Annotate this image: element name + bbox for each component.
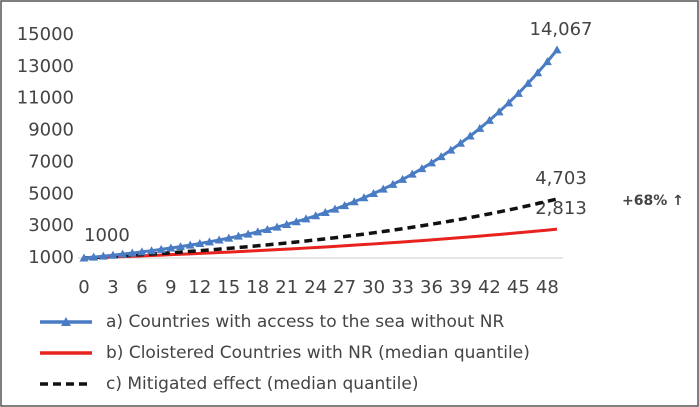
marker <box>484 115 494 124</box>
marker <box>185 240 195 249</box>
marker <box>214 235 224 244</box>
marker <box>118 249 128 258</box>
marker <box>262 225 272 234</box>
x-tick-label: 0 <box>78 277 89 298</box>
x-tick-label: 15 <box>217 277 240 298</box>
marker <box>465 131 475 140</box>
marker <box>176 242 186 251</box>
y-tick-label: 9000 <box>28 120 74 141</box>
marker <box>494 107 504 116</box>
marker <box>455 138 465 147</box>
annotation: +68% ↑ <box>622 193 684 209</box>
x-tick-label: 27 <box>333 277 356 298</box>
y-tick-label: 3000 <box>28 215 74 236</box>
x-tick-label: 36 <box>420 277 443 298</box>
marker <box>166 243 176 252</box>
x-tick-label: 6 <box>136 277 147 298</box>
marker <box>195 239 205 248</box>
marker <box>330 204 340 213</box>
marker <box>320 208 330 217</box>
y-tick-label: 11000 <box>17 88 74 109</box>
marker <box>398 174 408 183</box>
marker <box>349 197 359 206</box>
x-tick-label: 39 <box>449 277 472 298</box>
marker <box>79 253 89 262</box>
marker <box>542 57 552 66</box>
marker <box>272 222 282 231</box>
marker <box>523 78 533 87</box>
x-tick-label: 12 <box>188 277 211 298</box>
marker <box>156 244 166 253</box>
x-tick-label: 48 <box>536 277 559 298</box>
marker <box>137 247 147 256</box>
marker <box>388 179 398 188</box>
marker <box>301 214 311 223</box>
x-tick-label: 33 <box>391 277 414 298</box>
marker <box>446 145 456 154</box>
data-label: 14,067 <box>530 19 593 40</box>
marker <box>552 45 562 54</box>
y-tick-label: 13000 <box>17 56 74 77</box>
marker <box>513 88 523 97</box>
marker <box>253 227 263 236</box>
x-tick-label: 9 <box>165 277 176 298</box>
x-tick-label: 18 <box>246 277 269 298</box>
marker <box>98 251 108 260</box>
marker <box>147 246 157 255</box>
x-tick-label: 24 <box>304 277 327 298</box>
marker <box>369 189 379 198</box>
marker <box>407 169 417 178</box>
marker <box>204 237 214 246</box>
x-tick-label: 30 <box>362 277 385 298</box>
data-label: 2,813 <box>535 198 587 219</box>
marker <box>427 158 437 167</box>
x-tick-label: 42 <box>478 277 501 298</box>
data-label: 4,703 <box>535 168 587 189</box>
marker <box>291 217 301 226</box>
y-tick-label: 1000 <box>28 247 74 268</box>
data-label: 1000 <box>84 225 130 246</box>
marker <box>533 68 543 77</box>
marker <box>127 248 137 257</box>
marker <box>475 123 485 132</box>
marker <box>224 233 234 242</box>
marker <box>417 164 427 173</box>
marker <box>108 250 118 259</box>
marker <box>359 193 369 202</box>
x-tick-label: 45 <box>507 277 530 298</box>
marker <box>282 219 292 228</box>
legend-label: c) Mitigated effect (median quantile) <box>106 374 418 394</box>
x-tick-label: 3 <box>107 277 118 298</box>
legend-marker <box>61 317 71 326</box>
marker <box>504 98 514 107</box>
series-line <box>83 197 558 260</box>
y-tick-label: 7000 <box>28 151 74 172</box>
marker <box>340 201 350 210</box>
x-tick-label: 21 <box>275 277 298 298</box>
marker <box>436 152 446 161</box>
marker <box>89 252 99 261</box>
legend-label: b) Cloistered Countries with NR (median … <box>106 343 530 363</box>
marker <box>378 184 388 193</box>
marker <box>233 231 243 240</box>
marker <box>243 229 253 238</box>
y-tick-label: 5000 <box>28 183 74 204</box>
y-tick-label: 15000 <box>17 24 74 45</box>
legend-label: a) Countries with access to the sea with… <box>106 312 504 332</box>
marker <box>311 211 321 220</box>
